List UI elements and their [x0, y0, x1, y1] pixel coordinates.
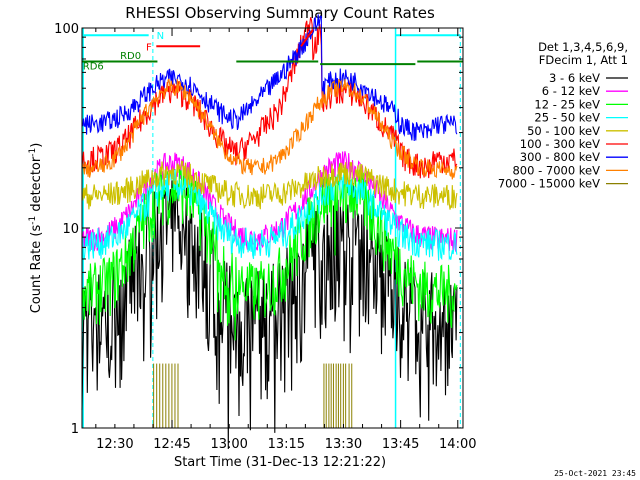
y-tick-label: 1 — [71, 422, 79, 437]
legend-label: 800 - 7000 keV — [512, 163, 600, 177]
y-tick-label: 10 — [62, 222, 79, 237]
y-axis-label-end: ) — [29, 143, 44, 148]
legend-label: 12 - 25 keV — [534, 97, 600, 111]
legend-label: 300 - 800 keV — [520, 150, 600, 164]
series-line — [81, 169, 458, 261]
x-tick-label: 14:00 — [439, 437, 476, 452]
footer-date: 25-Oct-2021 23:45 — [554, 469, 636, 478]
flag-bar-flare — [300, 29, 314, 47]
flag-label-flare: F — [146, 42, 152, 53]
y-axis-label-mid: detector — [29, 156, 44, 216]
legend-label: 7000 - 15000 keV — [498, 177, 600, 191]
flag-label-rd6: RD6 — [83, 62, 104, 73]
x-tick-label: 12:30 — [96, 437, 133, 452]
axis-ticks: 1 10 100 12:30 12:45 13:00 13:15 13:30 13:45 14:0… — [54, 22, 476, 452]
series-line — [81, 151, 458, 253]
series-line — [81, 160, 458, 210]
x-tick-label: 13:00 — [210, 437, 247, 452]
series-line — [81, 14, 458, 142]
x-tick-label: 12:45 — [153, 437, 190, 452]
legend-header-line2: FDecim 1, Att 1 — [539, 53, 628, 67]
y-axis-label-sup2: -1 — [28, 148, 38, 157]
flag-label-night: N — [157, 31, 164, 42]
x-tick-label: 13:45 — [382, 437, 419, 452]
legend-label: 6 - 12 keV — [542, 84, 600, 98]
legend-label: 50 - 100 keV — [527, 124, 600, 138]
y-axis-label: Count Rate (s-1 detector-1) — [28, 143, 44, 314]
plot-data-region: NF RD0 RD6 — [81, 14, 463, 450]
legend-label: 100 - 300 keV — [520, 137, 600, 151]
y-axis-label-sup1: -1 — [28, 216, 38, 225]
chart-title: RHESSI Observing Summary Count Rates — [125, 4, 435, 22]
flag-label-rd0: RD0 — [120, 51, 141, 62]
series-dark-yellow — [153, 363, 353, 428]
legend-label: 3 - 6 keV — [549, 71, 600, 85]
legend-header-line1: Det 1,3,4,5,6,9, — [538, 40, 628, 54]
series-line — [81, 163, 458, 341]
y-tick-label: 100 — [54, 22, 79, 37]
legend-label: 25 - 50 keV — [534, 111, 600, 125]
x-axis-label: Start Time (31-Dec-13 12:21:22) — [174, 455, 386, 470]
x-tick-label: 13:15 — [268, 437, 305, 452]
x-tick-label: 13:30 — [325, 437, 362, 452]
y-axis-label-main: Count Rate (s — [29, 225, 44, 314]
series-line — [81, 78, 458, 180]
